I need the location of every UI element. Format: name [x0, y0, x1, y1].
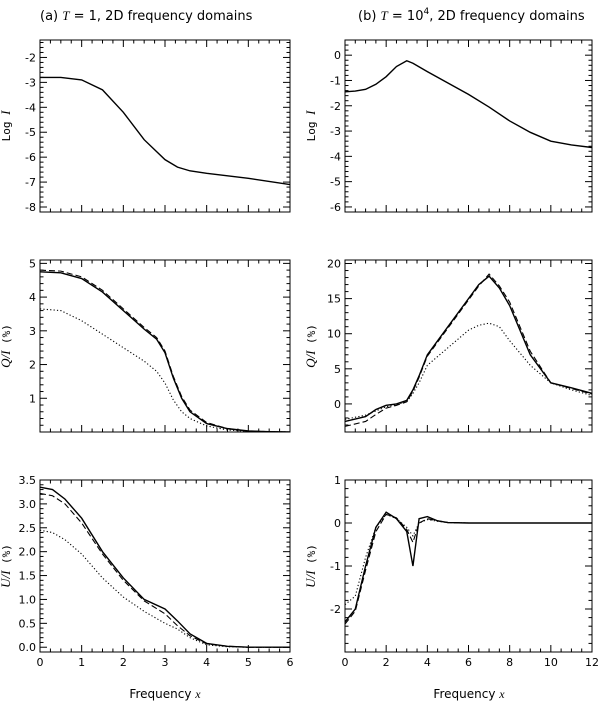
series-line-dashed [40, 492, 290, 648]
x-axis-label-b: Frequency x [433, 687, 505, 701]
x-tick-label: 12 [585, 656, 599, 669]
y-tick-label: 0 [334, 398, 341, 411]
y-tick-label: 0.5 [19, 617, 37, 630]
series-line-dashed [345, 273, 592, 427]
series-line-dashed [40, 269, 290, 432]
plot-b-logI: -6 -5 -4 -3 -2 -1 0 Log I [303, 39, 593, 214]
y-tick-label: 10 [327, 328, 341, 341]
series-line-dotted [40, 529, 290, 648]
y-tick-label: 0 [334, 517, 341, 530]
y-tick-label: 5 [334, 363, 341, 376]
y-tick-label: 1.0 [19, 593, 37, 606]
x-axis-label-a: Frequency x [129, 687, 201, 701]
x-tick-label: 6 [465, 656, 472, 669]
series-line-solid [345, 275, 592, 423]
y-axis-label: Log I [0, 110, 13, 142]
series-line-solid [345, 59, 592, 149]
y-tick-label: 1 [334, 474, 341, 487]
y-tick-label: -1 [330, 560, 341, 573]
y-axis-label: Q/I (%) [303, 324, 318, 368]
x-tick-label: 0 [37, 656, 44, 669]
series-line-dashed [345, 513, 592, 625]
y-tick-label: 3.5 [19, 474, 37, 487]
y-tick-label: 1 [29, 392, 36, 405]
x-tick-label: 2 [120, 656, 127, 669]
series-line-solid [40, 76, 290, 186]
y-tick-label: 4 [29, 291, 36, 304]
y-tick-label: -2 [25, 51, 36, 64]
y-tick-label: 20 [327, 258, 341, 271]
plot-frame [344, 259, 593, 433]
plot-a-UI: 0 1 2 3 4 5 6 0.0 0.5 1.0 1.5 2.0 2.5 3.0 3.5 U/I (%) [0, 474, 294, 669]
series-line-dotted [345, 322, 592, 420]
y-tick-label: -5 [330, 176, 341, 189]
x-tick-label: 8 [506, 656, 513, 669]
x-tick-label: 4 [424, 656, 431, 669]
x-tick-label: 2 [383, 656, 390, 669]
series-line-dotted [345, 513, 592, 606]
y-tick-label: 3.0 [19, 498, 37, 511]
x-tick-label: 0 [342, 656, 349, 669]
y-axis-label: Log I [303, 110, 318, 142]
plot-b-QI: 0 5 10 15 20 Q/I (%) [303, 258, 593, 433]
series-line-solid [345, 511, 592, 623]
y-tick-label: -5 [25, 126, 36, 139]
plot-frame [39, 479, 291, 653]
y-tick-label: -2 [330, 603, 341, 616]
panel-a-title: (a) T = 1, 2D frequency domains [40, 8, 253, 24]
y-tick-label: -4 [25, 101, 36, 114]
plot-frame [39, 39, 291, 213]
y-axis-label: Q/I (%) [0, 324, 13, 368]
y-tick-label: 2.5 [19, 522, 37, 535]
y-tick-label: 15 [327, 293, 341, 306]
y-tick-label: 2.0 [19, 546, 37, 559]
plot-b-UI: 0 2 4 6 8 10 12 -2 -1 0 1 U/I (%) [303, 474, 599, 669]
y-tick-label: -6 [330, 201, 341, 214]
y-tick-label: -7 [25, 176, 36, 189]
x-tick-label: 10 [544, 656, 558, 669]
plot-a-QI: 1 2 3 4 5 Q/I (%) [0, 257, 291, 433]
series-line-solid [40, 486, 290, 648]
y-tick-label: 3 [29, 325, 36, 338]
y-tick-label: -2 [330, 100, 341, 113]
x-tick-label: 3 [162, 656, 169, 669]
y-tick-label: 0 [334, 49, 341, 62]
series-line-dotted [40, 308, 290, 432]
y-axis-label: U/I (%) [303, 544, 318, 588]
y-tick-label: -6 [25, 151, 36, 164]
panel-b-title: (b) T = 104, 2D frequency domains [358, 7, 585, 24]
y-tick-label: -3 [25, 76, 36, 89]
y-tick-label: 1.5 [19, 570, 37, 583]
y-tick-label: -8 [25, 201, 36, 214]
plot-frame [344, 39, 593, 213]
plot-frame [39, 259, 291, 433]
x-tick-label: 5 [245, 656, 252, 669]
y-tick-label: -3 [330, 125, 341, 138]
x-tick-label: 6 [287, 656, 294, 669]
y-tick-label: 0.0 [19, 641, 37, 654]
plot-frame [344, 479, 593, 653]
y-tick-label: -4 [330, 150, 341, 163]
y-tick-label: 2 [29, 359, 36, 372]
x-tick-label: 4 [203, 656, 210, 669]
y-axis-label: U/I (%) [0, 544, 13, 588]
x-tick-label: 1 [78, 656, 85, 669]
plot-a-logI: -8 -7 -6 -5 -4 -3 -2 Log I [0, 39, 291, 214]
y-tick-label: 5 [29, 257, 36, 270]
y-tick-label: -1 [330, 74, 341, 87]
